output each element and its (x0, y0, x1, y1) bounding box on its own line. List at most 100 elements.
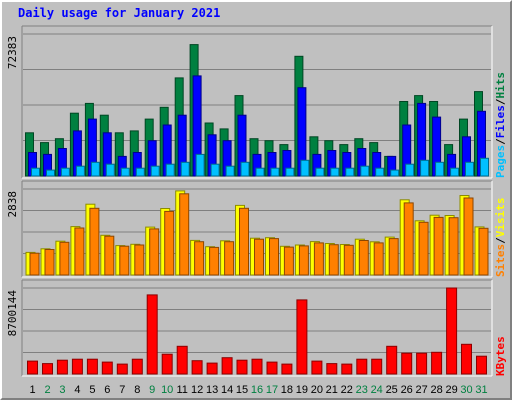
bar-kbytes-kbytes-day-8 (131, 358, 143, 375)
legend-hits: Hits (494, 72, 507, 99)
day-label-19: 19 (296, 384, 308, 396)
bar-sites-sites-day-1 (29, 252, 40, 276)
day-label-16: 16 (251, 384, 263, 396)
bar-sites-sites-day-30 (463, 197, 474, 276)
bar-hits-pages-day-11 (180, 161, 190, 177)
bar-sites-sites-day-29 (448, 217, 459, 276)
bar-hits-pages-day-5 (90, 161, 100, 177)
day-label-15: 15 (236, 384, 248, 396)
bar-sites-sites-day-16 (254, 238, 264, 276)
day-label-26: 26 (401, 384, 413, 396)
bar-hits-pages-day-29 (450, 167, 460, 177)
bar-kbytes-kbytes-day-25 (386, 345, 398, 375)
panel-sites-legend: Sites/Visits (494, 198, 507, 278)
day-label-9: 9 (149, 384, 155, 396)
bar-kbytes-kbytes-day-19 (296, 299, 308, 375)
bar-hits-pages-day-1 (31, 167, 40, 177)
bar-hits-pages-day-15 (240, 161, 250, 177)
bar-hits-pages-day-18 (285, 167, 295, 177)
bar-sites-sites-day-24 (373, 242, 384, 276)
bar-hits-pages-day-30 (465, 161, 474, 177)
day-label-29: 29 (445, 384, 457, 396)
bar-kbytes-kbytes-day-23 (356, 358, 368, 375)
day-label-2: 2 (44, 384, 50, 396)
bar-kbytes-kbytes-day-29 (446, 287, 458, 375)
day-label-13: 13 (206, 384, 218, 396)
legend-kbytes: KBytes (494, 336, 507, 376)
day-label-18: 18 (281, 384, 293, 396)
legend-files: Files (494, 105, 507, 138)
bar-sites-sites-day-2 (44, 249, 55, 276)
day-label-30: 30 (460, 384, 472, 396)
bar-hits-pages-day-31 (480, 157, 489, 177)
bar-kbytes-kbytes-day-13 (206, 362, 218, 375)
bar-kbytes-kbytes-day-2 (42, 363, 53, 375)
panel-kbytes: 8700144 KBytes (6, 279, 507, 377)
bar-kbytes-kbytes-day-3 (56, 359, 68, 375)
bar-kbytes-kbytes-day-14 (221, 357, 233, 375)
bar-hits-pages-day-21 (330, 167, 340, 177)
bar-hits-pages-day-28 (435, 161, 445, 177)
bar-sites-sites-day-21 (328, 244, 339, 276)
bar-sites-sites-day-14 (224, 241, 235, 276)
bar-kbytes-kbytes-day-16 (251, 358, 263, 375)
bar-sites-sites-day-23 (358, 240, 369, 276)
bar-kbytes-kbytes-day-31 (476, 355, 487, 375)
legend-pages: Pages (494, 145, 507, 178)
day-label-17: 17 (266, 384, 278, 396)
bar-kbytes-kbytes-day-10 (161, 353, 173, 375)
day-label-4: 4 (74, 384, 80, 396)
bar-hits-pages-day-20 (315, 167, 325, 177)
legend-sites: Sites (494, 244, 507, 277)
bar-kbytes-kbytes-day-18 (281, 363, 293, 375)
bar-kbytes-kbytes-day-9 (146, 294, 158, 375)
panel-hits-max-label: 72383 (6, 36, 19, 69)
bar-sites-sites-day-15 (239, 207, 249, 276)
bar-kbytes-kbytes-day-20 (311, 360, 323, 375)
day-label-23: 23 (356, 384, 368, 396)
bar-kbytes-kbytes-day-5 (86, 358, 98, 375)
bar-kbytes-kbytes-day-30 (461, 343, 472, 375)
bar-sites-sites-day-4 (74, 227, 85, 276)
panel-kbytes-max-label: 8700144 (6, 290, 19, 337)
day-label-25: 25 (386, 384, 398, 396)
bar-kbytes-kbytes-day-1 (27, 360, 38, 375)
bar-sites-sites-day-3 (59, 241, 70, 276)
bar-hits-pages-day-6 (105, 163, 115, 177)
bar-sites-sites-day-28 (433, 216, 444, 276)
bar-hits-pages-day-13 (210, 163, 220, 177)
day-label-7: 7 (119, 384, 125, 396)
bar-hits-pages-day-12 (195, 153, 205, 177)
bar-hits-pages-day-19 (300, 159, 310, 177)
day-label-20: 20 (311, 384, 323, 396)
bar-hits-pages-day-7 (120, 167, 130, 177)
bar-kbytes-kbytes-day-21 (326, 363, 338, 375)
bar-sites-sites-day-31 (478, 227, 489, 276)
bar-hits-pages-day-14 (225, 165, 235, 177)
day-label-14: 14 (221, 384, 233, 396)
day-label-5: 5 (89, 384, 95, 396)
legend-separator: / (494, 98, 507, 105)
day-label-10: 10 (161, 384, 173, 396)
day-label-12: 12 (191, 384, 203, 396)
bar-kbytes-kbytes-day-26 (401, 352, 413, 375)
bar-hits-pages-day-10 (165, 163, 175, 177)
legend-separator: / (494, 138, 507, 145)
bar-sites-sites-day-20 (313, 242, 324, 276)
bar-sites-sites-day-6 (104, 235, 115, 276)
bar-sites-sites-day-7 (119, 245, 130, 276)
bar-sites-sites-day-12 (194, 241, 205, 276)
bar-sites-sites-day-9 (149, 228, 160, 276)
bar-sites-sites-day-25 (388, 238, 399, 276)
bar-hits-pages-day-9 (150, 165, 160, 177)
bar-kbytes-kbytes-day-24 (371, 358, 383, 375)
bar-hits-pages-day-4 (75, 165, 85, 177)
bar-hits-pages-day-25 (390, 169, 400, 177)
panel-sites-max-label: 2838 (6, 191, 19, 218)
bar-sites-sites-day-13 (209, 246, 220, 276)
day-label-31: 31 (475, 384, 487, 396)
day-label-3: 3 (59, 384, 65, 396)
bar-sites-sites-day-18 (283, 246, 294, 276)
day-label-8: 8 (134, 384, 140, 396)
